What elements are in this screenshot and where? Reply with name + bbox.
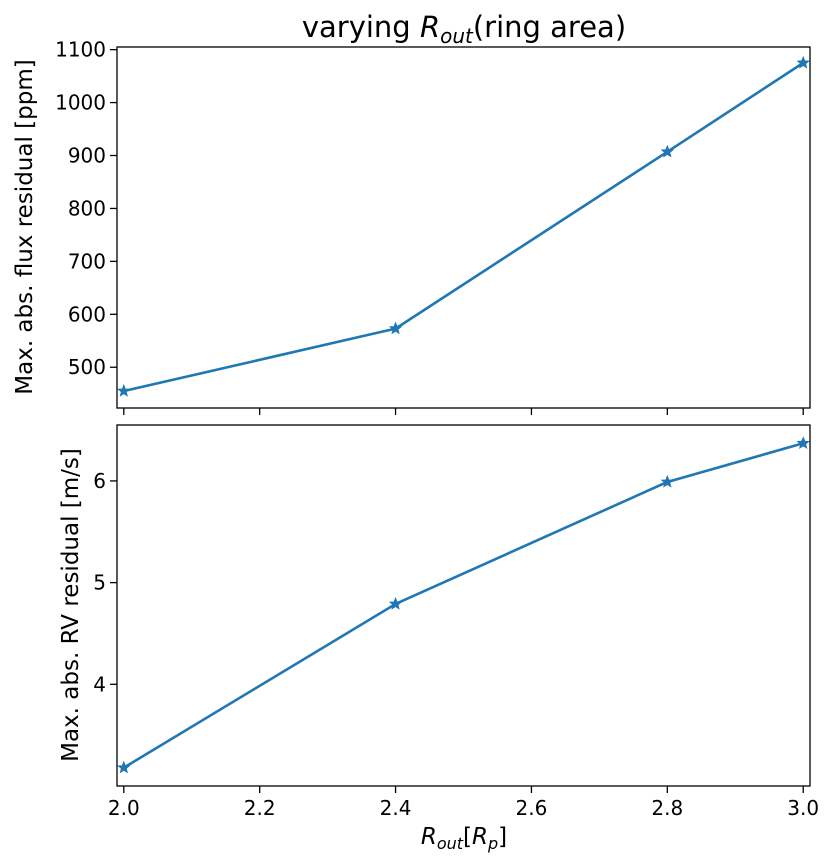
x-tick-label: 2.8 — [651, 796, 683, 820]
flux-y-tick-label: 600 — [68, 302, 106, 326]
chart-title: varying Rout(ring area) — [302, 10, 626, 48]
flux-y-tick-label: 900 — [68, 144, 106, 168]
rv-data-point — [117, 760, 131, 774]
x-tick-label: 3.0 — [787, 796, 819, 820]
flux-series-line — [123, 61, 804, 393]
rv-y-tick-label: 4 — [93, 672, 106, 696]
flux-y-tick-label: 500 — [68, 355, 106, 379]
flux-data-point — [796, 55, 810, 69]
flux-y-tick-label: 1100 — [55, 38, 106, 62]
rv-data-point — [796, 436, 810, 450]
rv-series-line — [123, 442, 804, 769]
flux-y-tick-label: 1000 — [55, 91, 106, 115]
x-tick-label: 2.4 — [380, 796, 412, 820]
rv-y-axis-label: Max. abs. RV residual [m/s] — [58, 448, 84, 762]
x-tick-label: 2.0 — [108, 796, 140, 820]
rv-data-point — [660, 474, 675, 488]
rv-data-point — [388, 596, 403, 610]
flux-data-point — [117, 383, 131, 397]
rv-axes-frame — [116, 424, 811, 787]
flux-y-axis-label: Max. abs. flux residual [ppm] — [12, 59, 38, 394]
flux-data-point — [388, 321, 403, 335]
flux-residual-subplot: Max. abs. flux residual [ppm] 500 600 700 8… — [12, 38, 811, 415]
x-tick-label: 2.2 — [244, 796, 276, 820]
rv-residual-subplot: Max. abs. RV residual [m/s] 4 5 6 2.0 2.2 2.4… — [58, 424, 819, 820]
flux-y-tick-label: 700 — [68, 249, 106, 273]
flux-y-tick-label: 800 — [68, 196, 106, 220]
x-axis-label: Rout[Rp] — [421, 824, 507, 853]
flux-axes-frame — [116, 46, 811, 409]
x-tick-label: 2.6 — [516, 796, 548, 820]
rv-y-tick-label: 5 — [93, 571, 106, 595]
flux-data-point — [660, 144, 675, 158]
rv-y-tick-label: 6 — [93, 469, 106, 493]
